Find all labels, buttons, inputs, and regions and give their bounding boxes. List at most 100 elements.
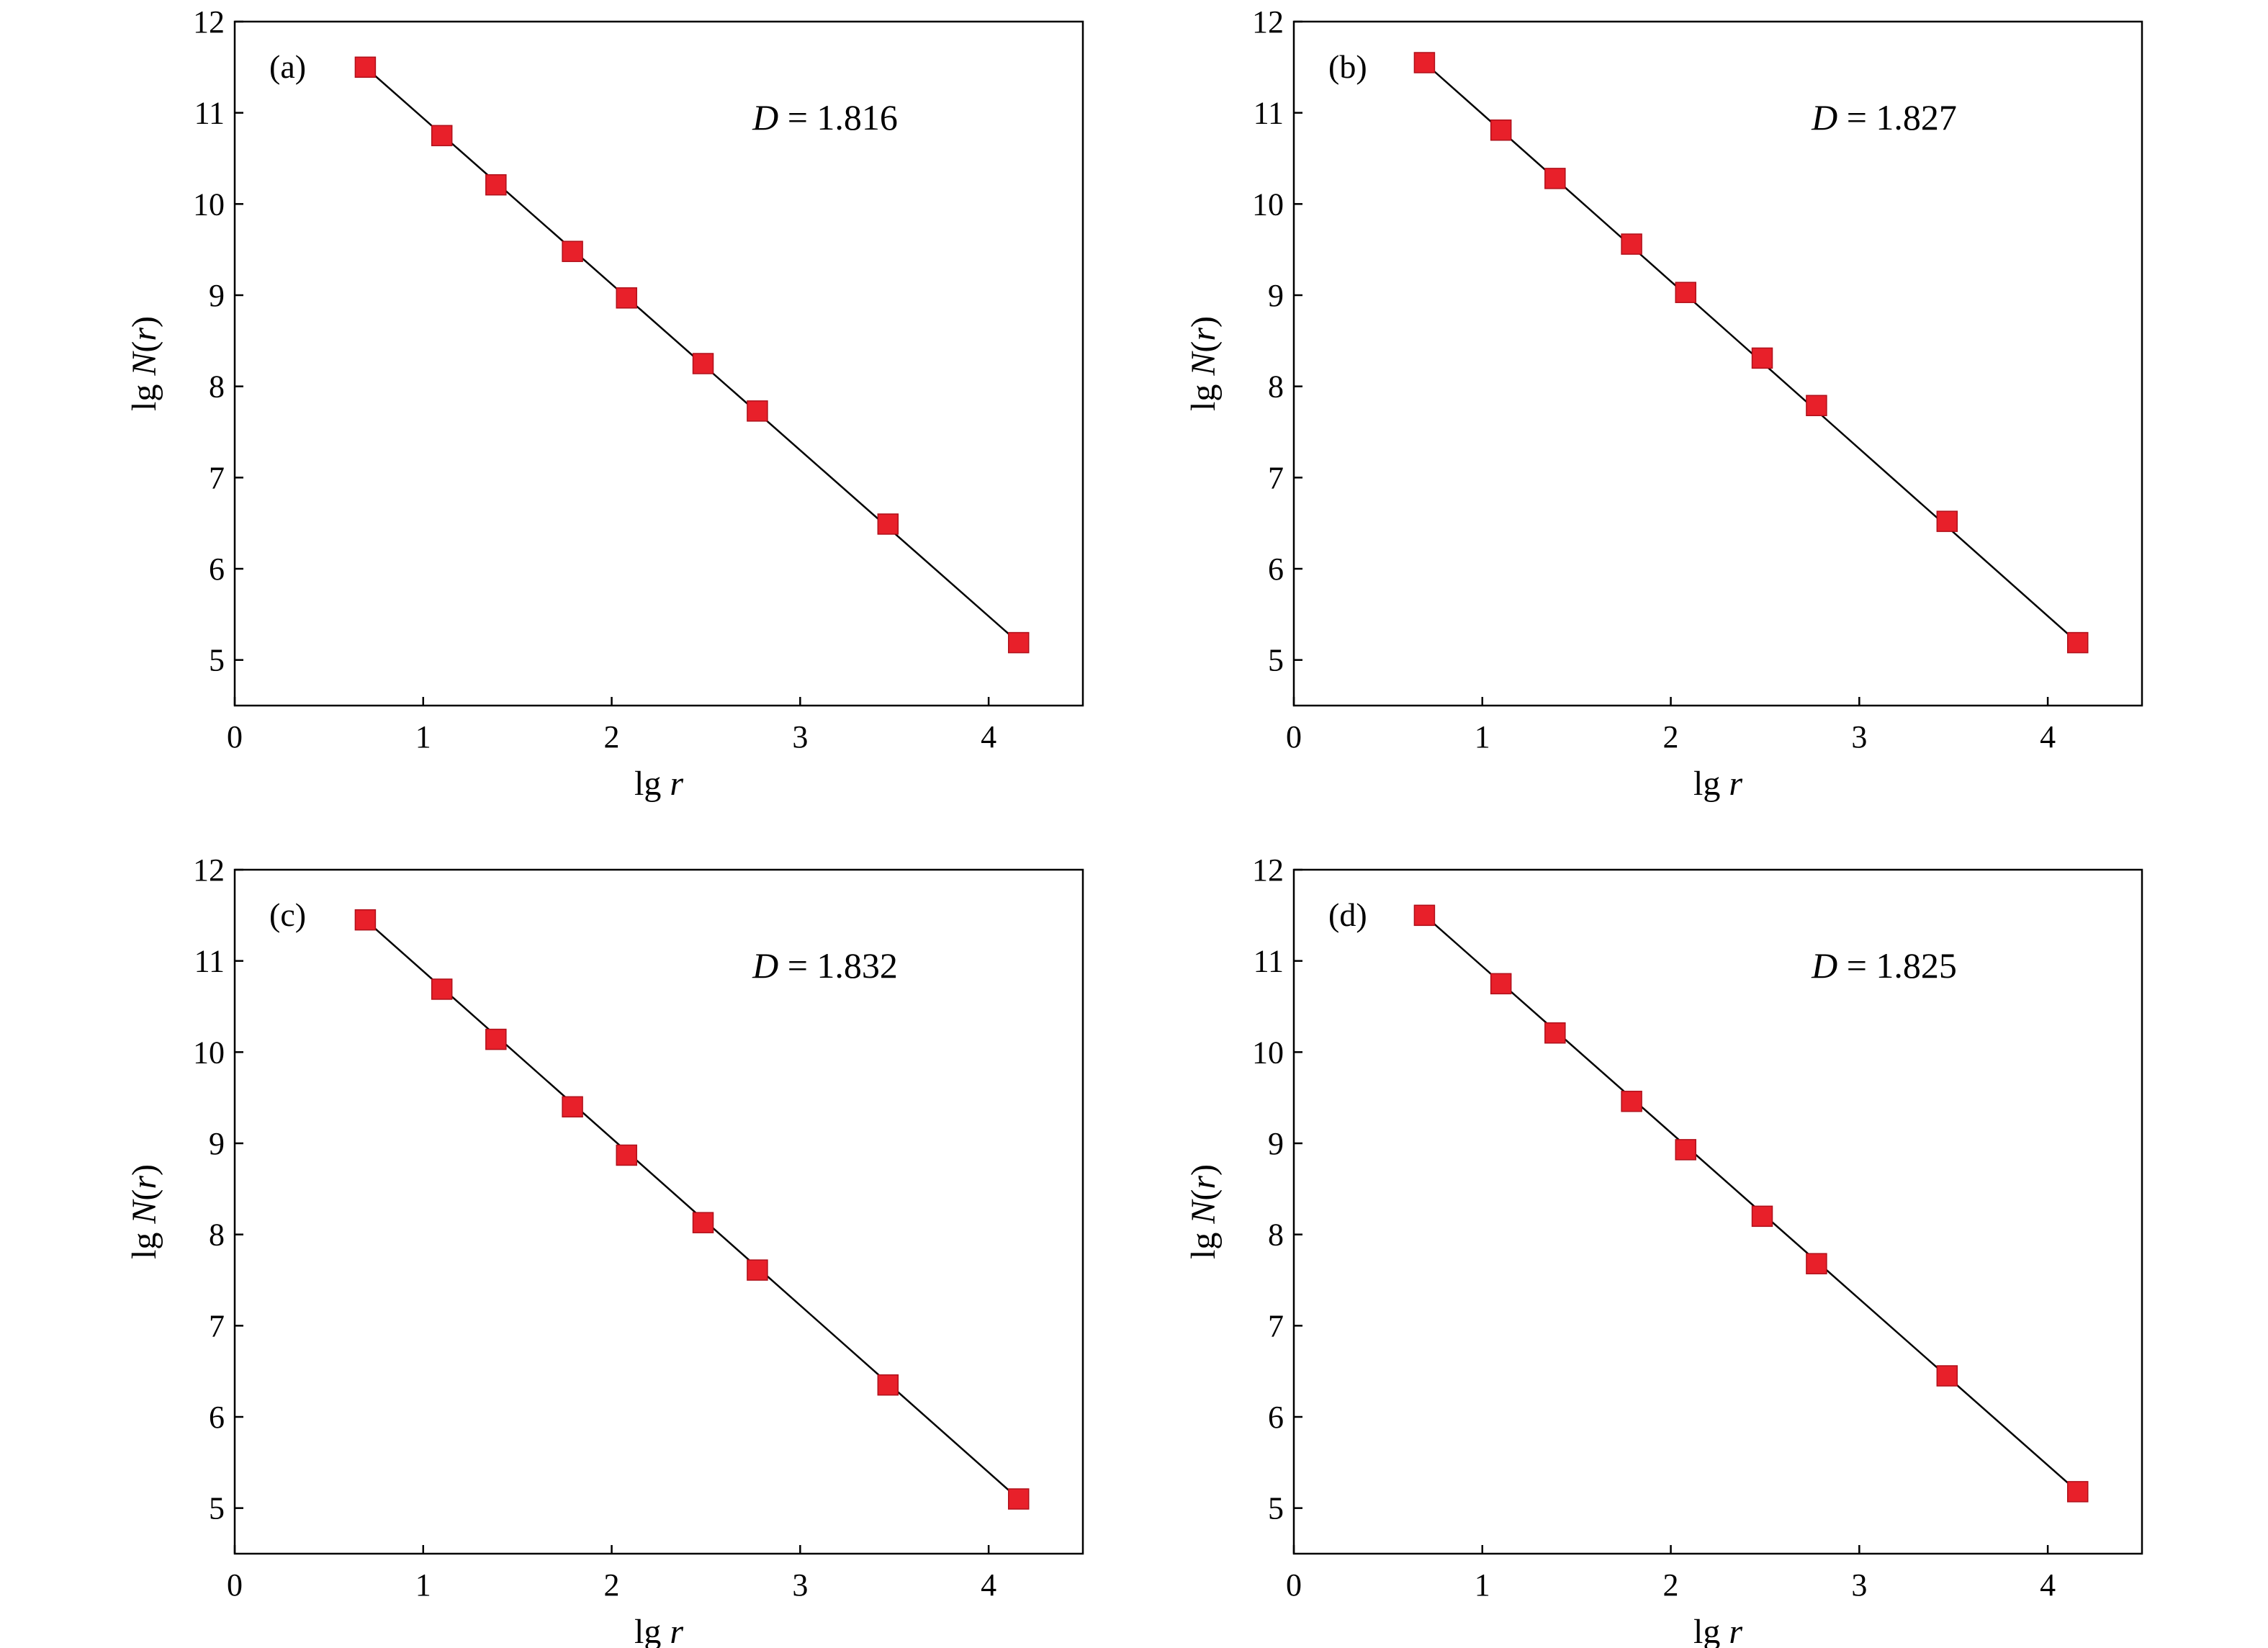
y-tick-label: 10 <box>1252 186 1284 222</box>
data-point <box>1621 233 1642 255</box>
y-tick-label: 6 <box>209 551 225 587</box>
y-tick-label: 11 <box>194 96 225 131</box>
x-tick-label: 3 <box>1851 1567 1867 1603</box>
y-tick-label: 10 <box>193 186 225 222</box>
x-tick-label: 2 <box>1663 719 1679 755</box>
data-point <box>1806 395 1827 417</box>
y-tick-label: 6 <box>209 1400 225 1435</box>
x-tick-label: 3 <box>792 719 808 755</box>
x-axis-label: lg r <box>1693 1613 1742 1648</box>
y-axis-label: lg N(r) <box>125 1164 163 1259</box>
data-point <box>1007 1488 1030 1510</box>
y-tick-label: 10 <box>1252 1035 1284 1070</box>
x-tick-label: 0 <box>1286 1567 1302 1603</box>
x-tick-label: 0 <box>227 719 243 755</box>
fractal-dimension-annotation: D = 1.816 <box>752 97 898 138</box>
data-point <box>1490 973 1512 995</box>
x-tick-label: 2 <box>604 719 620 755</box>
plot-frame <box>233 868 1084 1555</box>
x-tick-label: 4 <box>981 719 996 755</box>
data-point <box>562 240 583 262</box>
x-tick-label: 4 <box>2040 719 2056 755</box>
data-point <box>485 174 507 196</box>
x-axis-label: lg r <box>1693 765 1742 803</box>
x-tick-label: 1 <box>415 719 431 755</box>
panel-label: (c) <box>269 896 306 933</box>
panel-label: (b) <box>1328 48 1367 85</box>
y-tick-label: 7 <box>209 1308 225 1343</box>
data-point <box>562 1096 583 1118</box>
y-tick-label: 7 <box>209 460 225 495</box>
data-point <box>2066 1481 2089 1503</box>
data-point <box>1751 1205 1773 1228</box>
panel-label: (d) <box>1328 896 1367 933</box>
y-tick-label: 8 <box>1268 369 1284 405</box>
data-point <box>747 400 768 422</box>
fit-line <box>364 919 1020 1500</box>
y-tick-label: 8 <box>1268 1217 1284 1253</box>
data-point <box>354 909 377 931</box>
data-point <box>1544 1022 1566 1044</box>
y-tick-label: 5 <box>1268 643 1284 678</box>
y-tick-label: 12 <box>193 852 225 888</box>
data-point <box>2066 631 2089 654</box>
fractal-dimension-annotation: D = 1.827 <box>1811 97 1957 138</box>
y-tick-label: 9 <box>1268 278 1284 313</box>
data-point <box>616 287 637 309</box>
data-point <box>1936 510 1958 532</box>
x-tick-label: 4 <box>2040 1567 2056 1603</box>
y-tick-label: 9 <box>209 278 225 313</box>
y-tick-label: 6 <box>1268 1400 1284 1435</box>
data-point <box>485 1028 507 1050</box>
x-tick-label: 3 <box>792 1567 808 1603</box>
data-point <box>1675 1139 1696 1161</box>
data-point <box>1806 1253 1827 1274</box>
y-tick-label: 10 <box>193 1035 225 1070</box>
x-tick-label: 1 <box>1475 719 1490 755</box>
x-tick-label: 4 <box>981 1567 996 1603</box>
y-tick-label: 5 <box>209 1491 225 1526</box>
fit-line <box>1423 914 2079 1492</box>
fit-line <box>1423 62 2079 644</box>
x-tick-label: 2 <box>1663 1567 1679 1603</box>
plot-frame <box>1292 20 2143 707</box>
plot-frame <box>233 20 1084 707</box>
data-point <box>1007 631 1030 654</box>
data-point <box>877 513 899 535</box>
data-point <box>1675 282 1696 303</box>
x-tick-label: 3 <box>1851 719 1867 755</box>
data-point <box>1936 1365 1958 1387</box>
fractal-dimension-annotation: D = 1.832 <box>752 945 898 986</box>
data-point <box>747 1259 768 1281</box>
x-tick-label: 0 <box>1286 719 1302 755</box>
y-tick-label: 5 <box>209 643 225 678</box>
x-tick-label: 2 <box>604 1567 620 1603</box>
data-point <box>1413 52 1436 73</box>
y-axis-label: lg N(r) <box>1184 1164 1223 1259</box>
y-tick-label: 7 <box>1268 1308 1284 1343</box>
data-point <box>1544 168 1566 189</box>
y-tick-label: 11 <box>1254 96 1284 131</box>
y-tick-label: 11 <box>1254 944 1284 979</box>
x-axis-label: lg r <box>634 765 683 803</box>
plot-frame <box>1292 868 2143 1555</box>
data-point <box>877 1374 899 1396</box>
data-point <box>1490 119 1512 141</box>
data-point <box>431 125 453 147</box>
data-point <box>692 353 714 374</box>
y-axis-label: lg N(r) <box>125 316 163 411</box>
y-tick-label: 8 <box>209 369 225 405</box>
data-point <box>1413 904 1436 927</box>
data-point <box>692 1212 714 1233</box>
x-axis-label: lg r <box>634 1613 683 1648</box>
data-point <box>1751 347 1773 369</box>
x-tick-label: 1 <box>415 1567 431 1603</box>
panel-label: (a) <box>269 48 306 85</box>
y-tick-label: 12 <box>1252 4 1284 40</box>
x-tick-label: 0 <box>227 1567 243 1603</box>
